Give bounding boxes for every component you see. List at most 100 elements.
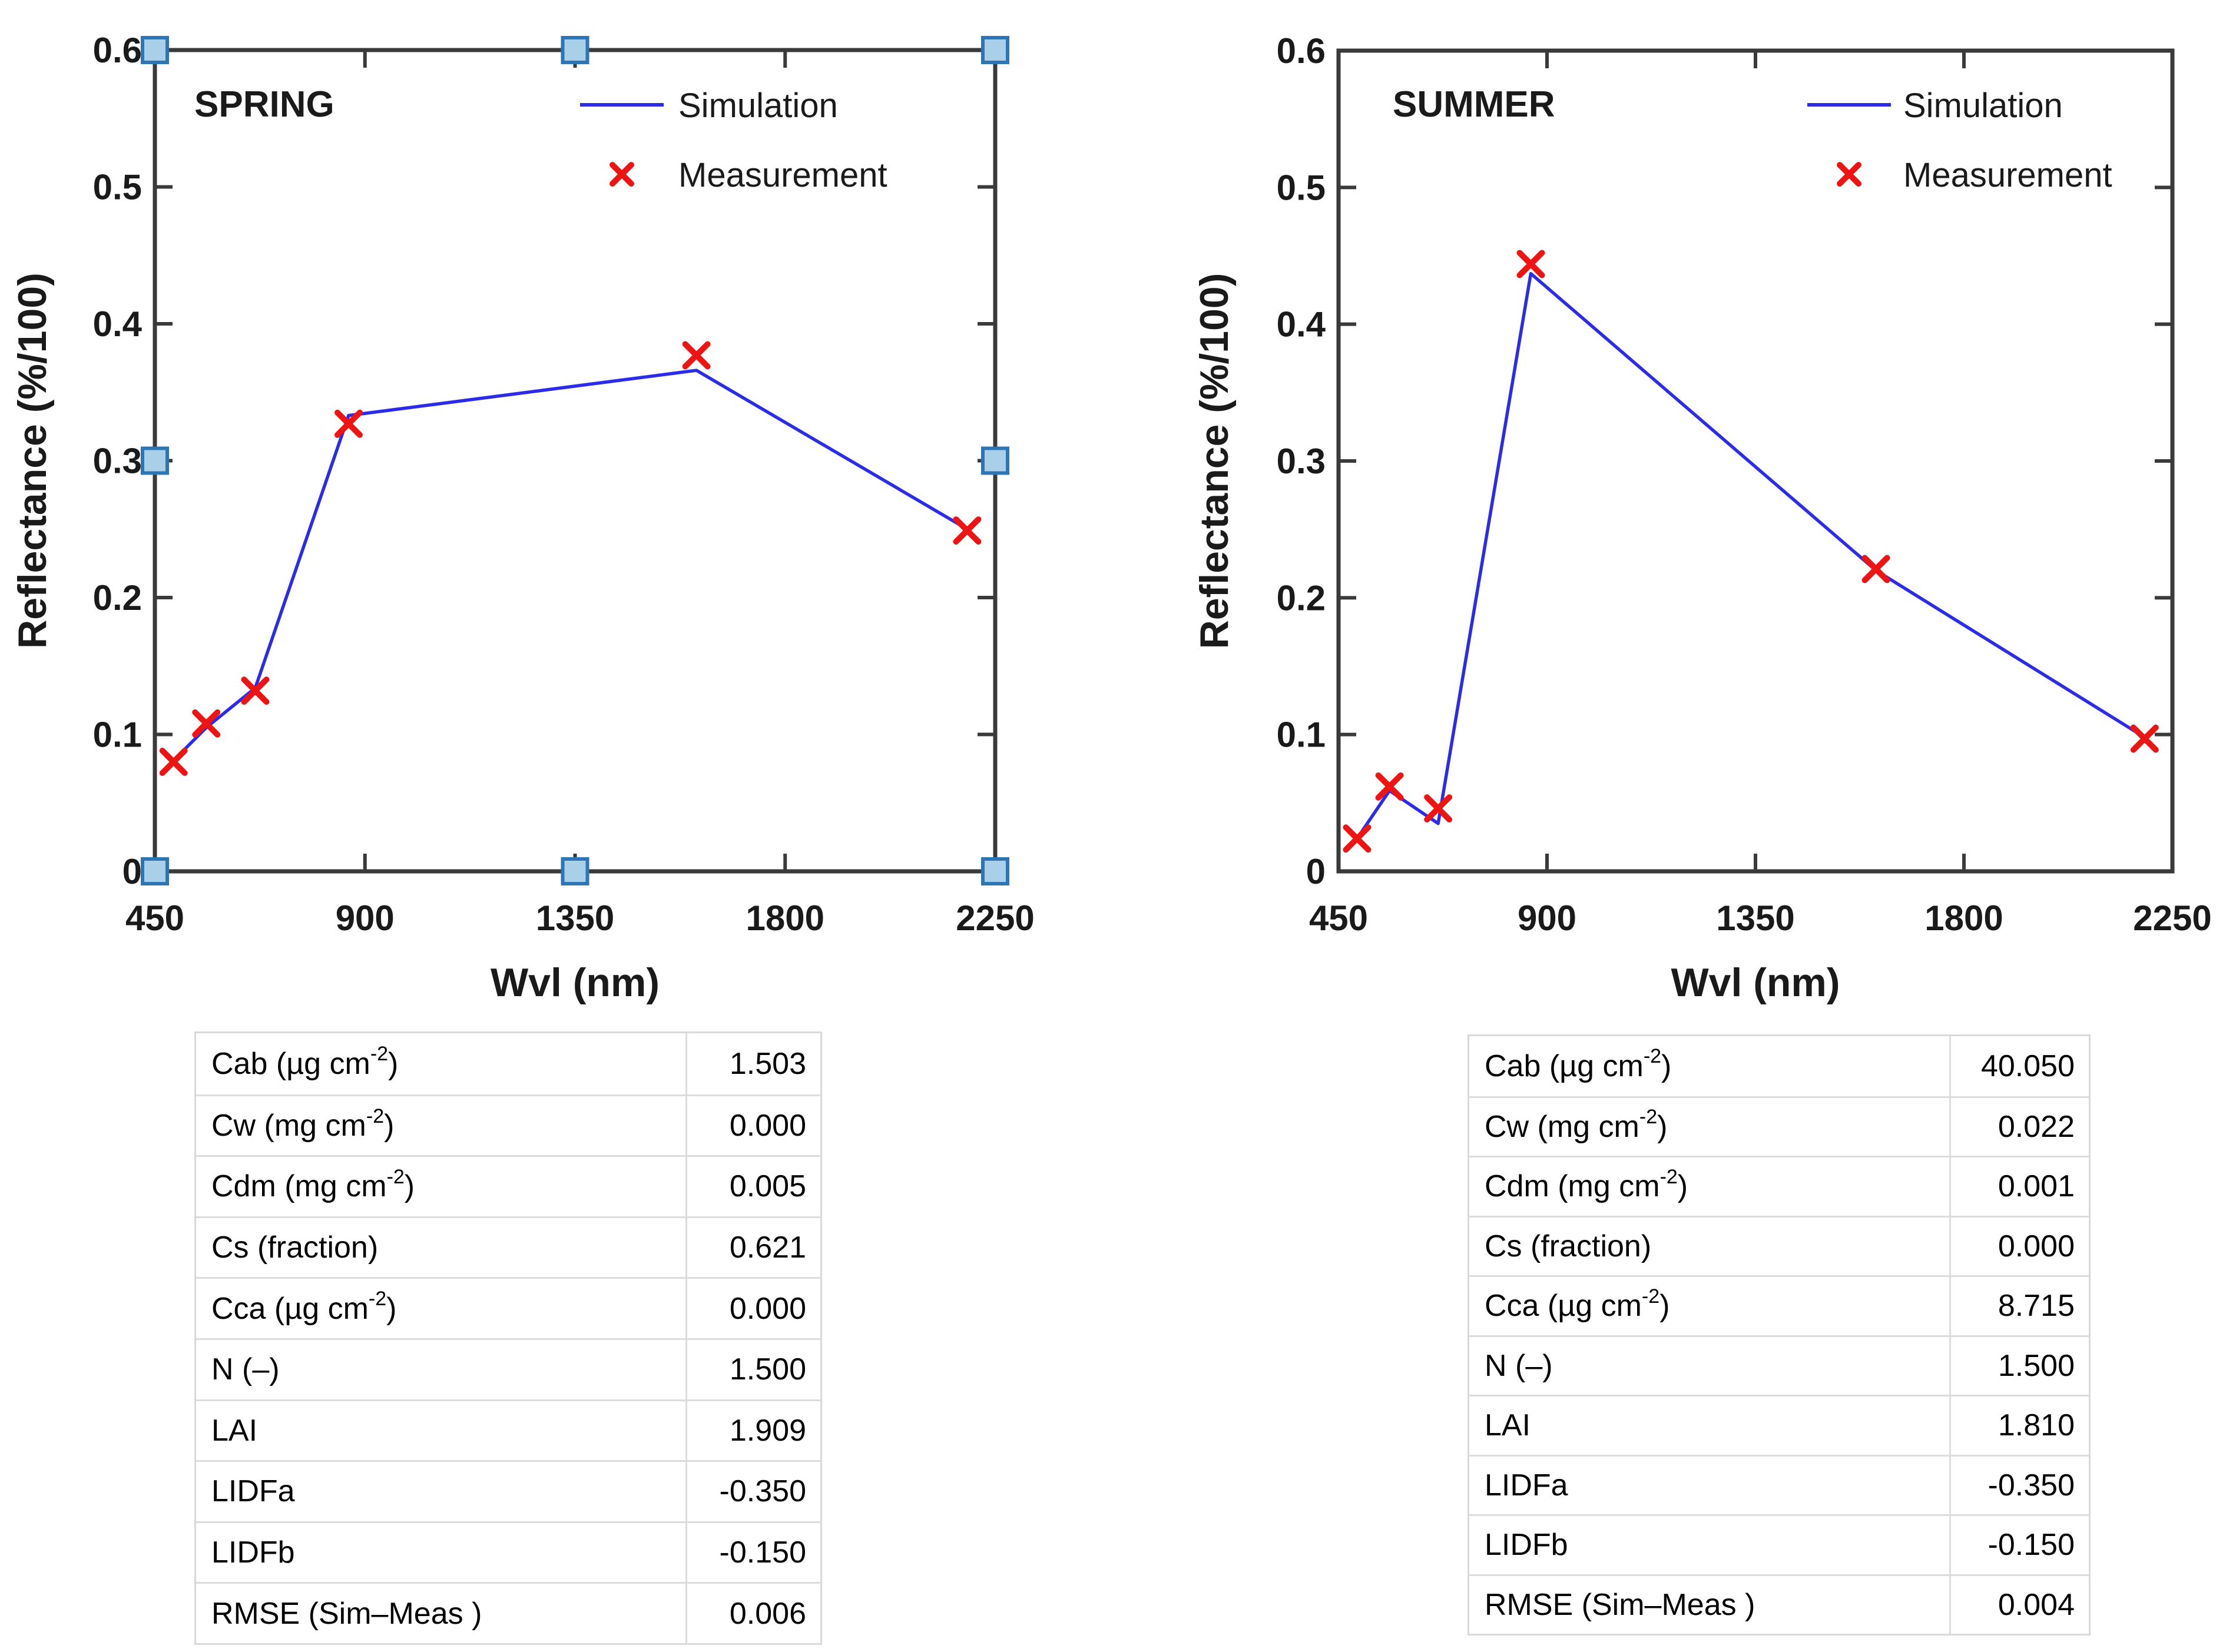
- param-value: -0.350: [687, 1460, 820, 1521]
- y-tick-label: 0.3: [1277, 442, 1326, 481]
- param-label: Cs (fraction): [196, 1216, 687, 1278]
- legend-measurement-label: Measurement: [678, 156, 887, 194]
- param-label: Cab (µg cm-2): [196, 1033, 687, 1094]
- measurement-x-marker: [241, 676, 270, 705]
- param-value: 1.500: [1951, 1335, 2089, 1395]
- param-label: Cca (µg cm-2): [1469, 1275, 1951, 1335]
- y-axis-label: Reflectance (%/100): [10, 273, 55, 649]
- param-value: 0.004: [1951, 1574, 2089, 1634]
- param-value: 1.500: [687, 1338, 820, 1399]
- param-label: RMSE (Sim–Meas ): [196, 1582, 687, 1643]
- param-label: LAI: [1469, 1395, 1951, 1455]
- param-value: 1.503: [729, 1046, 806, 1081]
- measurement-markers: [159, 341, 982, 776]
- measurement-x-marker: [1343, 824, 1372, 853]
- param-label: LAI: [196, 1399, 687, 1461]
- param-value: -0.150: [1951, 1514, 2089, 1574]
- param-label: Cab (µg cm-2): [1469, 1036, 1951, 1096]
- param-label: LIDFa: [196, 1460, 687, 1521]
- measurement-x-marker: [1375, 772, 1404, 801]
- param-label: LIDFb: [196, 1521, 687, 1583]
- param-label: Cdm (mg cm-2): [1469, 1156, 1951, 1216]
- param-value: -0.150: [687, 1521, 820, 1583]
- x-tick-label: 900: [336, 898, 395, 938]
- y-tick-label: 0.5: [93, 168, 142, 207]
- y-tick-label: 0.5: [1277, 168, 1326, 207]
- spring-parameter-table: Cab (µg cm-2) 1.503 Cw (mg cm-2) 0.000 Cdm (…: [194, 1031, 822, 1645]
- y-tick-label: 0: [1306, 852, 1326, 891]
- axes-selection-handle[interactable]: [981, 36, 1009, 64]
- param-value: 8.715: [1951, 1275, 2089, 1335]
- y-tick-label: 0.1: [93, 715, 142, 755]
- x-tick-label: 900: [1518, 898, 1576, 938]
- param-label: Cw (mg cm-2): [1469, 1096, 1951, 1156]
- x-tick-label: 2250: [956, 898, 1034, 938]
- measurement-x-marker: [1516, 250, 1545, 278]
- param-label: RMSE (Sim–Meas ): [1469, 1574, 1951, 1634]
- summer-chart: 450 900 1350 1800 2250 0 0.1 0.2 0.3 0.4 0.5 0.6 Wvl…: [1192, 31, 2212, 1005]
- param-value: 0.000: [687, 1094, 820, 1156]
- summer-parameter-table: Cab (µg cm-2) 40.050 Cw (mg cm-2) 0.022 Cdm …: [1468, 1034, 2091, 1636]
- param-label: LIDFa: [1469, 1454, 1951, 1514]
- param-label: Cca (µg cm-2): [196, 1277, 687, 1338]
- legend-measurement-x-sample: [609, 162, 634, 187]
- x-tick-label: 2250: [2133, 898, 2211, 938]
- measurement-x-marker: [159, 748, 188, 776]
- axes-selection-handle[interactable]: [561, 36, 589, 64]
- y-tick-label: 0: [122, 852, 142, 891]
- legend-measurement-label: Measurement: [1903, 156, 2112, 194]
- chart-title: SUMMER: [1393, 84, 1555, 125]
- param-value: 0.000: [687, 1277, 820, 1338]
- x-tick-label: 1800: [746, 898, 824, 938]
- param-value: 1.909: [687, 1399, 820, 1461]
- legend-measurement-x-sample: [1837, 162, 1861, 187]
- y-tick-label: 0.1: [1277, 715, 1326, 755]
- legend: Simulation Measurement: [1807, 87, 2112, 194]
- param-label: LIDFb: [1469, 1514, 1951, 1574]
- measurement-x-marker: [953, 516, 982, 545]
- axes-selection-handle[interactable]: [141, 857, 169, 885]
- y-tick-label: 0.4: [1277, 305, 1326, 344]
- param-value: -0.350: [1951, 1454, 2089, 1515]
- measurement-markers: [1343, 250, 2159, 853]
- x-tick-label: 450: [1309, 898, 1368, 938]
- y-tick-label: 0.6: [1277, 31, 1326, 71]
- x-tick-label: 1350: [536, 898, 614, 938]
- param-value: 0.022: [1951, 1096, 2089, 1156]
- simulation-line: [172, 369, 968, 762]
- y-tick-label: 0.3: [93, 442, 142, 481]
- param-label: Cs (fraction): [1469, 1215, 1951, 1275]
- axes-selection-handle[interactable]: [981, 857, 1009, 885]
- measurement-x-marker: [682, 341, 711, 370]
- simulation-line: [1356, 271, 2146, 840]
- legend-simulation-label: Simulation: [1903, 87, 2063, 125]
- measurement-x-marker: [1861, 555, 1890, 583]
- y-tick-label: 0.4: [93, 304, 143, 344]
- param-value: 40.050: [1980, 1049, 2075, 1083]
- param-label: N (–): [1469, 1335, 1951, 1395]
- measurement-x-marker: [334, 409, 363, 438]
- axes-selection-handle[interactable]: [981, 446, 1009, 475]
- axes-selection-handle[interactable]: [561, 857, 589, 885]
- x-axis-label: Wvl (nm): [1671, 960, 1840, 1005]
- param-label: N (–): [196, 1338, 687, 1399]
- x-axis-label: Wvl (nm): [491, 960, 660, 1005]
- chart-title: SPRING: [194, 84, 334, 125]
- param-value: 0.001: [1951, 1156, 2089, 1216]
- legend: Simulation Measurement: [580, 87, 887, 194]
- y-tick-label: 0.6: [93, 31, 142, 70]
- axes-selection-handle[interactable]: [141, 446, 169, 475]
- y-tick-label: 0.2: [93, 578, 142, 618]
- axes-selection-handle[interactable]: [141, 36, 169, 64]
- measurement-x-marker: [1424, 794, 1453, 823]
- param-value: 0.621: [687, 1216, 820, 1278]
- param-value: 1.810: [1951, 1395, 2089, 1455]
- param-value: 0.006: [687, 1582, 820, 1643]
- measurement-x-marker: [192, 709, 221, 738]
- y-tick-label: 0.2: [1277, 578, 1326, 618]
- param-label: Cw (mg cm-2): [196, 1094, 687, 1156]
- x-tick-label: 450: [125, 898, 184, 938]
- y-axis-label: Reflectance (%/100): [1192, 273, 1237, 649]
- param-value: 0.000: [1951, 1215, 2089, 1276]
